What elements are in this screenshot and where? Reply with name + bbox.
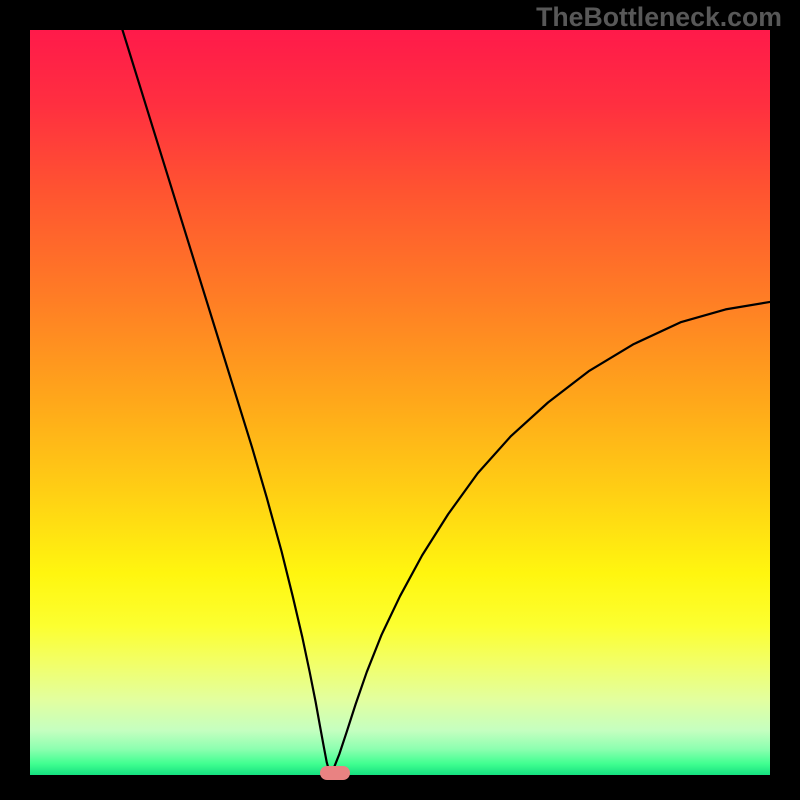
bottleneck-curve	[123, 30, 771, 773]
bottleneck-curve-layer	[0, 0, 800, 800]
chart-stage: TheBottleneck.com	[0, 0, 800, 800]
optimum-marker	[320, 766, 350, 780]
